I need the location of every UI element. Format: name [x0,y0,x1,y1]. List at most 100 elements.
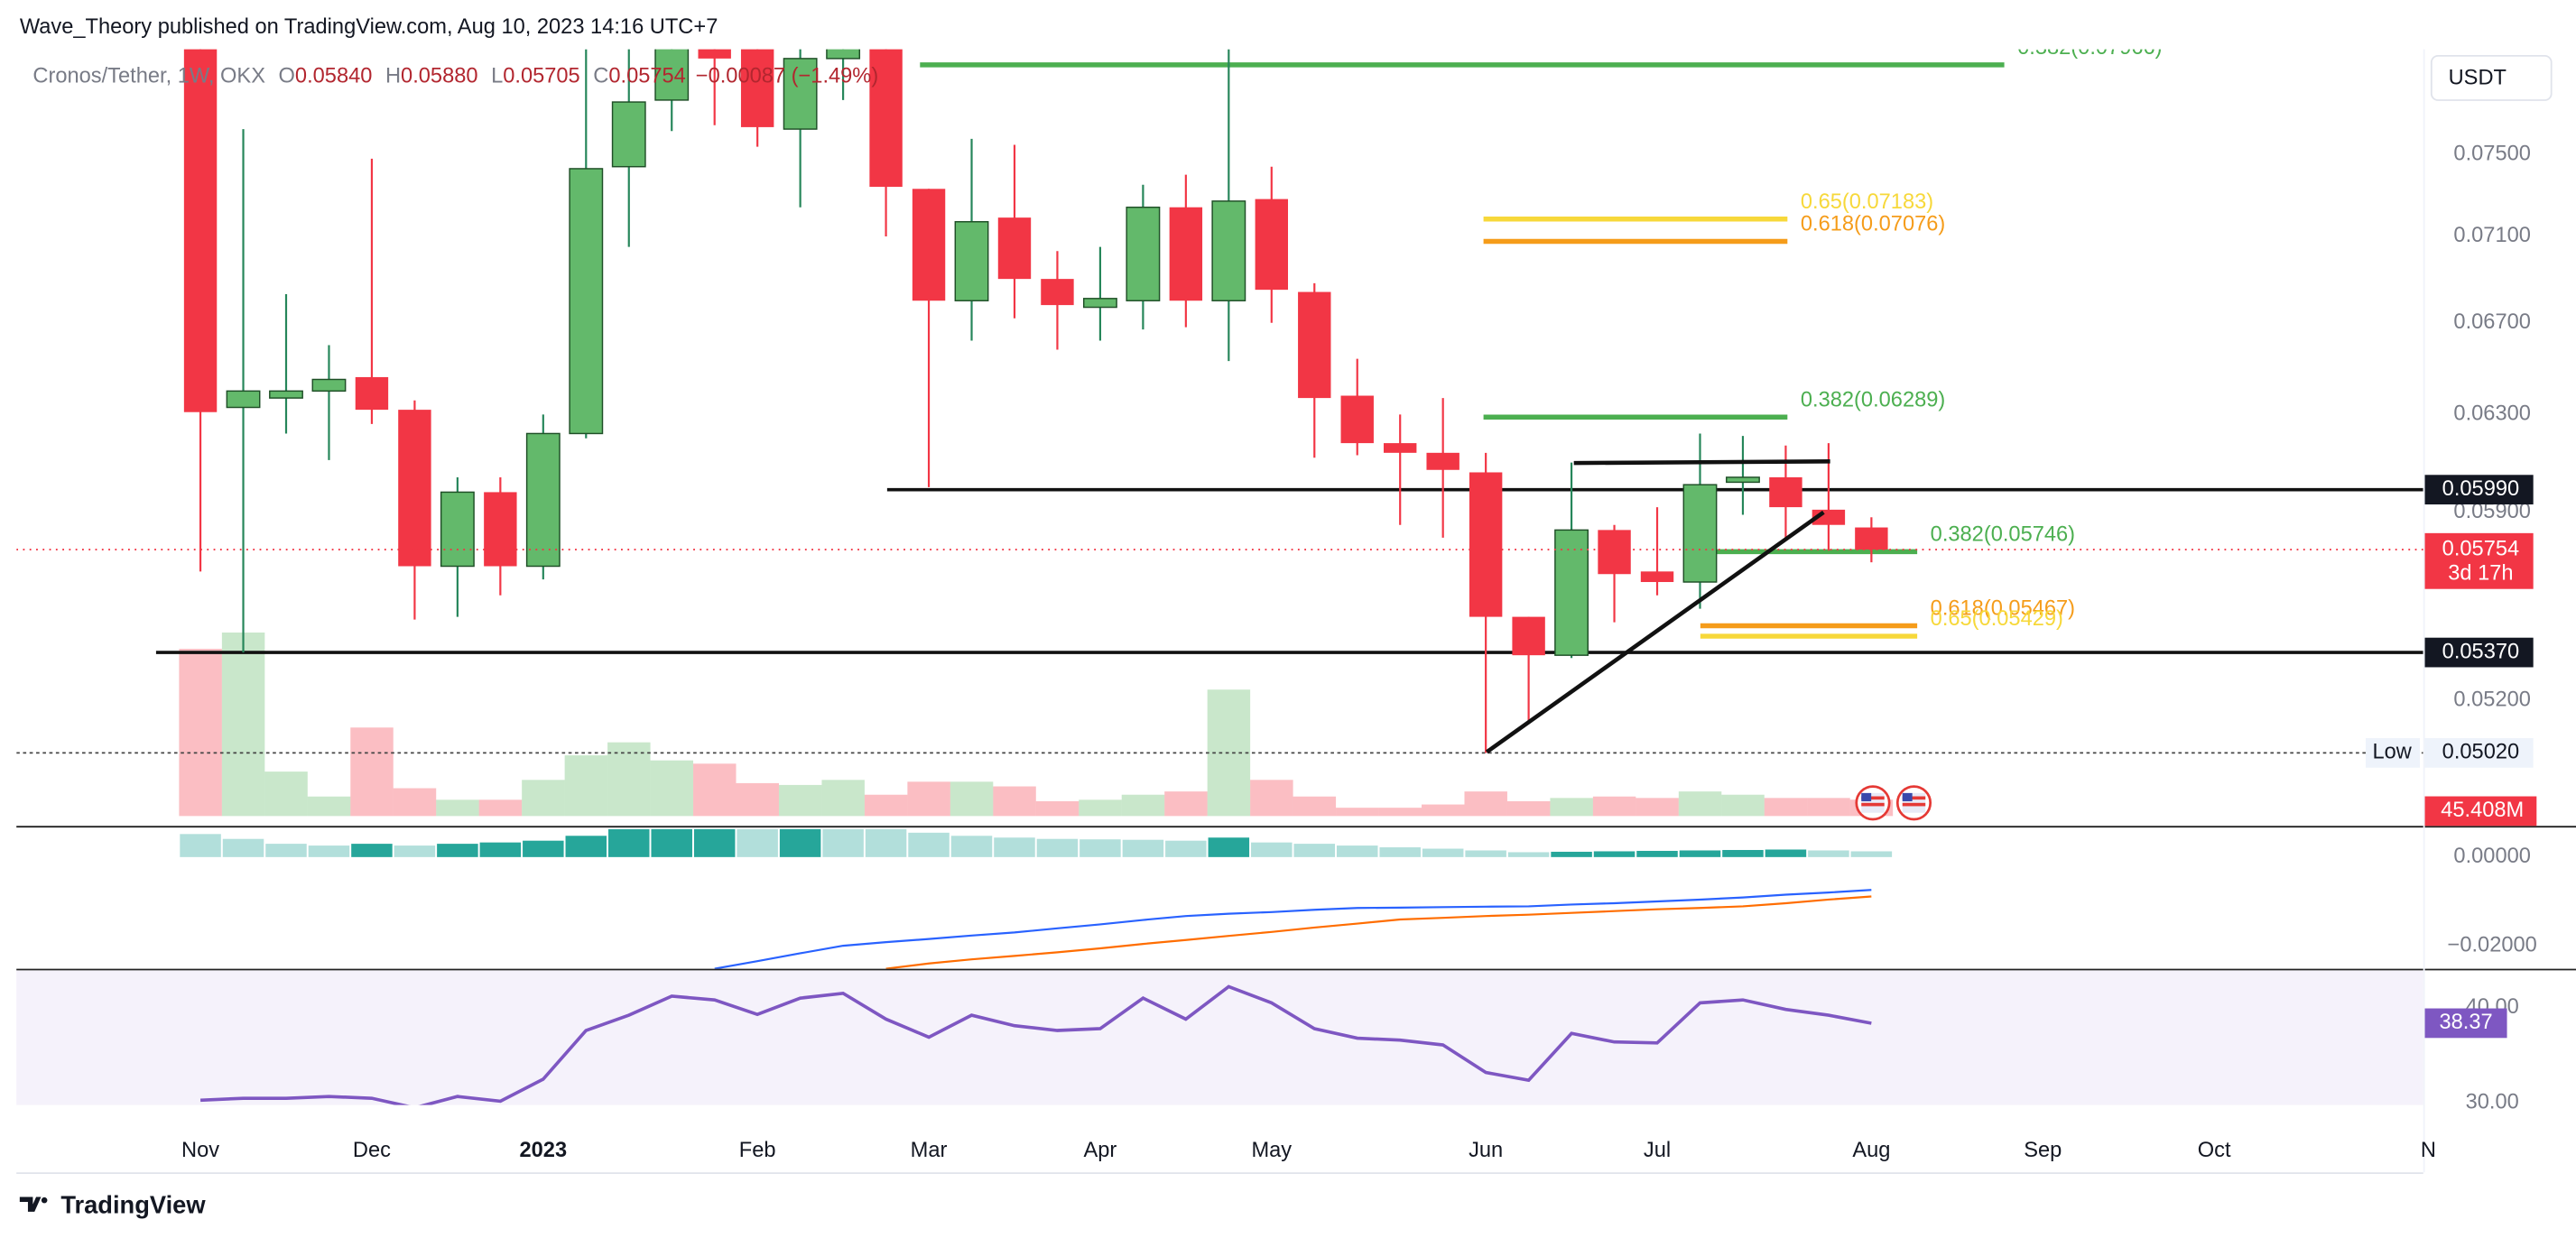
fib-label: 0.618(0.05467) [1931,597,2075,621]
volume-label: 45.408M [2441,799,2524,822]
y-tick-label: 0.07100 [2453,224,2530,247]
macd-histogram-bar [479,842,522,857]
macd-histogram-bar [1808,850,1849,857]
currency-box[interactable] [2430,54,2553,101]
level-label-box [2424,475,2534,505]
candle-body [1598,530,1631,575]
volume-bar [1250,780,1293,817]
macd-histogram-bar [1080,839,1121,857]
candle-body [783,58,818,130]
macd-histogram-bar [1208,837,1250,857]
volume-bar [1807,798,1850,817]
volume-bar [821,780,865,817]
x-tick-label: May [1251,1139,1292,1162]
low-value: 0.05020 [2442,741,2519,764]
legend-key: H [385,65,401,88]
plot-area: 0.382(0.07966) 0.65(0.07183)0.618(0.07076… [16,49,2423,1105]
volume-bar [478,799,523,817]
volume-bar [1550,798,1593,817]
macd-histogram-bar [1551,851,1592,857]
macd-pane [180,828,1893,969]
candle-body [869,49,903,188]
macd-histogram-bar [737,828,778,857]
x-tick-label: Mar [911,1139,948,1162]
macd-histogram-bar [1036,838,1079,857]
macd-histogram-bar [523,840,564,857]
candle-body [1340,395,1374,444]
macd-histogram-bar [651,828,692,857]
macd-histogram-bar [1636,850,1678,857]
rsi-tick-label: 30.00 [2466,1091,2519,1114]
volume-bar [1506,800,1551,817]
volume-bar [1678,791,1722,817]
candle-body [525,432,561,568]
volume-bar [1079,799,1122,817]
volume-bar [864,794,908,817]
rsi-pane [199,984,1872,1105]
macd-histogram-bar [950,836,993,857]
fib-label: 0.382(0.06289) [1801,388,1945,411]
candle-body [654,49,690,101]
x-tick-label: Nov [181,1139,219,1162]
candle-body [355,376,389,411]
footer-brand: TradingView [60,1191,206,1219]
candle-body [1041,279,1074,306]
macd-histogram-bar [265,844,307,857]
trend-line [1485,510,1825,754]
y-tick-label: 0.06300 [2453,402,2530,426]
flag-stripe [1902,796,1926,800]
candle-body [1211,200,1246,301]
event-flag [1895,785,1932,821]
macd-histogram-bar [1336,845,1378,857]
volume-bar [1721,794,1765,817]
macd-histogram-bar [779,828,821,857]
macd-histogram-bar [1507,852,1550,857]
x-tick-label: Jul [1644,1139,1671,1162]
event-flag [1855,785,1891,821]
x-tick-label: Feb [739,1139,776,1162]
macd-line [714,889,1872,969]
currency[interactable]: USDT [2449,67,2507,90]
legend-key: O [279,65,295,88]
macd-histogram-bar [351,844,393,857]
macd-histogram-bar [608,828,650,857]
macd-histogram-bar [1379,847,1421,857]
legend-value: 0.05754 [608,65,685,88]
flag-stripe [1861,796,1885,800]
low-name: Low [2372,741,2412,764]
volume-bar [307,796,351,817]
level-label: 0.05990 [2442,477,2519,501]
volume-bar [650,760,694,817]
candle-body [269,390,303,399]
rsi-label-box [2424,1008,2507,1039]
x-tick-label: 2023 [520,1139,568,1162]
legend-value: 0.05880 [401,65,477,88]
candle-body [1640,571,1674,583]
macd-histogram-bar [1293,844,1336,857]
macd-histogram-bar [308,845,350,857]
rsi-band [16,970,2423,1105]
macd-histogram-bar [565,836,607,857]
candle-body [1126,206,1161,301]
legend-value: 0.05840 [295,65,372,88]
candle-body [484,492,517,567]
volume-bar [907,781,950,817]
candle-body [226,390,261,409]
candle-body [826,49,861,60]
volume-bar [778,784,822,817]
flag-stripe [1861,802,1885,807]
legend-key: C [593,65,608,88]
candle-body [1769,476,1802,508]
y-tick-label: 0.07500 [2453,143,2530,166]
volume-bar [1464,791,1507,817]
candle-body [912,189,946,301]
candle-body [1169,207,1203,301]
volume-bar [1422,804,1465,817]
x-tick-label: N [2421,1139,2436,1162]
legend: Cronos/Tether, 1W, OKX O0.05840 H0.05880 L0… [32,65,878,88]
macd-histogram-bar [1165,840,1207,857]
volume-bar [564,755,608,817]
rsi-label: 38.37 [2439,1011,2492,1034]
fib-label: 0.618(0.07076) [1801,213,1945,236]
